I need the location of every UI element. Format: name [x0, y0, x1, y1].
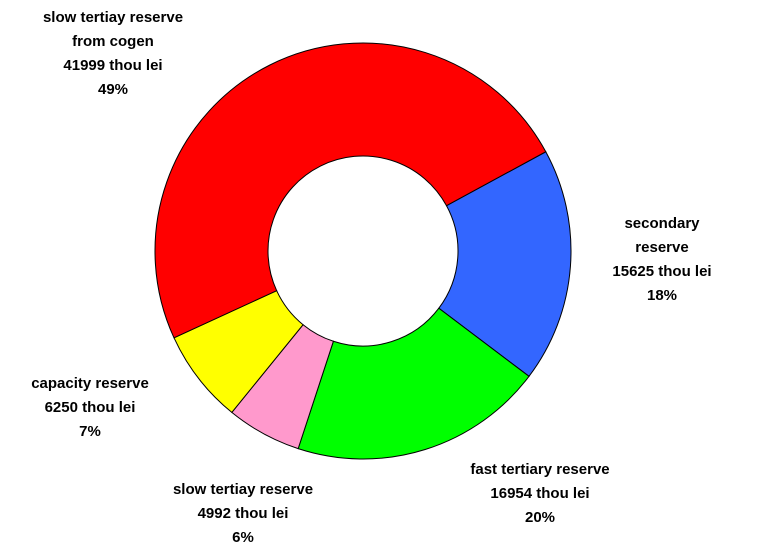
slice-label: slow tertiay reserve from cogen 41999 tho… [43, 6, 183, 102]
category-label: fast tertiary reserve [470, 461, 610, 478]
percent-label: 6% [232, 529, 254, 546]
percent-label: 20% [524, 509, 556, 526]
value-label: 41999 thou lei [63, 57, 163, 74]
slice-label: fast tertiary reserve 16954 thou lei 20% [470, 458, 609, 530]
category-label: capacity reserve [31, 375, 149, 392]
percent-label: 49% [97, 81, 129, 98]
donut-slice [297, 307, 530, 460]
value-label: 6250 thou lei [44, 399, 136, 416]
percent-label: 7% [79, 423, 101, 440]
percent-label: 18% [646, 287, 678, 304]
category-label: slow tertiay reserve [172, 481, 314, 498]
slice-label: capacity reserve 6250 thou lei 7% [31, 372, 149, 444]
category-label: slow tertiay reserve from cogen [42, 9, 184, 50]
value-label: 16954 thou lei [490, 485, 590, 502]
value-label: 15625 thou lei [612, 263, 712, 280]
category-label: secondary reserve [624, 215, 700, 256]
donut-slice [154, 42, 547, 339]
slice-label: slow tertiay reserve 4992 thou lei 6% [173, 478, 313, 550]
donut-slice [438, 151, 572, 378]
slice-label: secondary reserve 15625 thou lei 18% [612, 212, 712, 308]
value-label: 4992 thou lei [197, 505, 289, 522]
